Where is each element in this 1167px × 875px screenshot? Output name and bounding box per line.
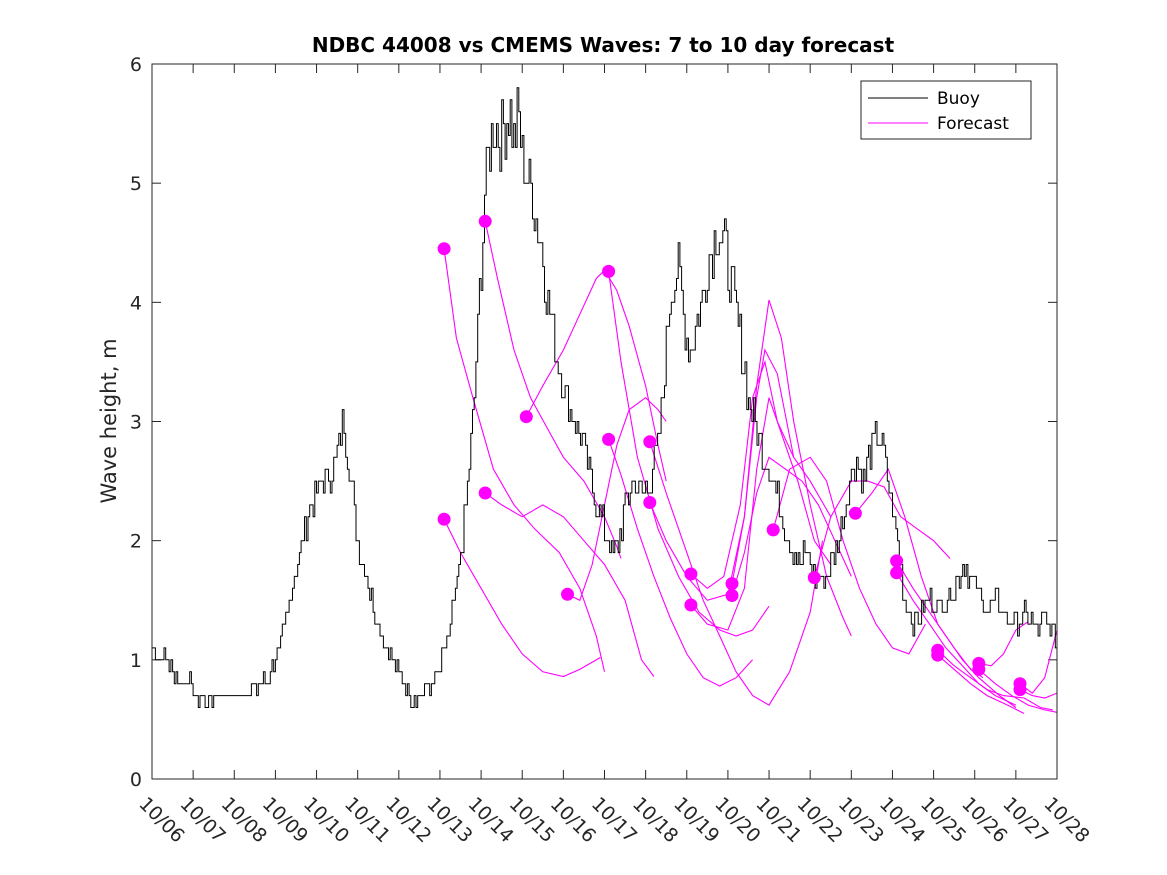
legend-buoy-label: Buoy	[937, 89, 980, 109]
forecast-line-2	[484, 221, 622, 559]
forecast-marker-1	[437, 512, 451, 526]
forecast-line-14	[772, 456, 926, 655]
forecast-line-10	[690, 359, 832, 590]
forecast-line-13	[731, 456, 852, 596]
forecast-marker-22	[972, 662, 986, 676]
forecast-marker-24	[1013, 683, 1027, 697]
forecast-line-12	[731, 299, 852, 637]
forecast-line-18	[896, 572, 1017, 706]
forecast-marker-11	[684, 598, 698, 612]
forecast-line-24	[1019, 689, 1057, 699]
forecast-marker-9	[643, 496, 657, 509]
forecast-marker-12	[725, 577, 739, 591]
series-group	[152, 87, 1057, 714]
chart-title: NDBC 44008 vs CMEMS Waves: 7 to 10 day f…	[312, 33, 895, 57]
y-tick-label: 0	[130, 769, 142, 791]
forecast-line-0	[443, 248, 606, 672]
forecast-line-21	[978, 621, 1029, 667]
forecast-marker-20	[931, 648, 945, 662]
forecast-marker-14	[766, 523, 780, 537]
forecast-marker-17	[890, 554, 904, 568]
forecast-marker-10	[684, 567, 698, 581]
plot-frame	[151, 63, 1058, 780]
forecast-line-6	[608, 271, 770, 637]
legend-forecast-label: Forecast	[937, 114, 1009, 134]
forecast-marker-3	[478, 486, 492, 500]
legend: Buoy Forecast	[860, 80, 1032, 140]
buoy-line	[152, 87, 1057, 708]
forecast-marker-7	[602, 432, 616, 446]
y-tick-label: 3	[130, 412, 142, 434]
forecast-marker-18	[890, 566, 904, 580]
y-tick-label: 6	[130, 54, 142, 76]
y-axis-label: Wave height, m	[97, 338, 121, 503]
forecast-marker-16	[848, 506, 862, 520]
forecast-line-7	[608, 439, 754, 687]
forecast-line-8	[649, 441, 824, 706]
y-tick-label: 5	[130, 173, 142, 195]
y-tick-label: 2	[130, 531, 142, 553]
forecast-marker-5	[561, 587, 574, 601]
plot-content	[152, 87, 1057, 714]
forecast-marker-2	[478, 214, 492, 228]
forecast-line-22	[978, 668, 1057, 713]
forecast-marker-6	[602, 264, 616, 278]
legend-box	[860, 80, 1032, 140]
forecast-line-19	[937, 649, 1054, 711]
forecast-line-15	[813, 480, 951, 578]
forecast-marker-4	[519, 410, 533, 424]
plot-area	[152, 64, 1057, 779]
forecast-line-1	[443, 518, 601, 678]
forecast-marker-8	[643, 435, 657, 449]
forecast-line-11	[690, 397, 832, 631]
y-tick-label: 1	[130, 650, 142, 672]
forecast-marker-13	[725, 589, 739, 602]
forecast-line-5	[567, 396, 667, 602]
forecast-marker-0	[437, 242, 451, 256]
y-tick-label: 4	[130, 292, 142, 314]
forecast-line-20	[937, 654, 1025, 714]
forecast-line-9	[649, 348, 795, 601]
forecast-marker-15	[807, 571, 821, 585]
forecast-line-3	[484, 492, 655, 677]
